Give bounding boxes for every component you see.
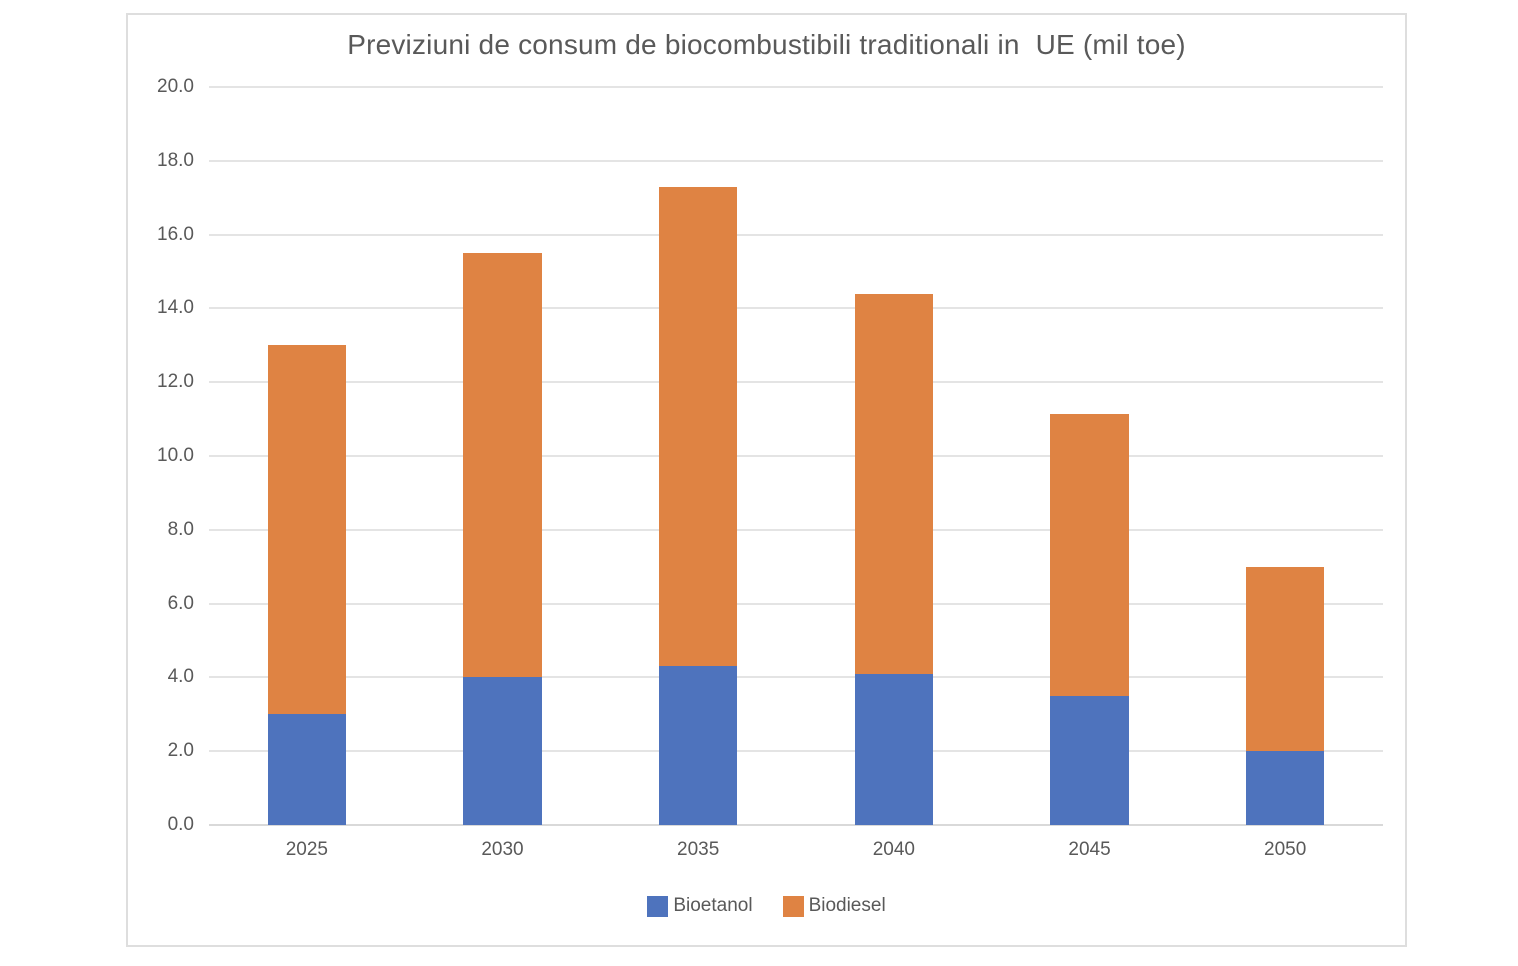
x-tick-label: 2025 [285, 839, 328, 860]
chart-title: Previziuni de consum de biocombustibili … [347, 29, 1186, 60]
plot-area [209, 86, 1383, 826]
bar-group-2045 [992, 87, 1188, 825]
legend: Bioetanol Biodiesel [128, 895, 1405, 917]
y-tick-label: 20.0 [157, 76, 194, 97]
y-tick-label: 6.0 [167, 592, 194, 614]
y-tick-label: 0.0 [167, 814, 194, 835]
gridline [209, 602, 1383, 605]
bar-stack-2040 [854, 293, 933, 825]
x-tick-label: 2050 [1264, 839, 1307, 860]
bar-segment-biodiesel-2050 [1246, 566, 1325, 752]
bar-segment-bioetanol-2030 [463, 677, 542, 825]
gridline [209, 381, 1383, 384]
y-tick-label: 16.0 [157, 223, 194, 245]
x-tick-label: 2030 [481, 839, 524, 860]
legend-swatch-biodiesel [782, 895, 804, 917]
legend-item-bioetanol: Bioetanol [647, 895, 753, 917]
bar-stack-2050 [1246, 566, 1325, 825]
x-axis-line [209, 824, 1383, 826]
gridline [209, 86, 1383, 88]
bar-segment-biodiesel-2030 [463, 253, 542, 678]
bar-segment-biodiesel-2025 [267, 345, 346, 715]
gridline [209, 455, 1383, 457]
legend-swatch-bioetanol [647, 895, 669, 917]
y-axis: 0.0 2.0 4.0 6.0 8.0 10.0 12.0 14.0 16.0 18.0 20.0 [138, 76, 194, 835]
x-tick-label: 2035 [677, 839, 720, 860]
bar-group-2050 [1187, 87, 1383, 825]
bar-segment-bioetanol-2045 [1050, 695, 1129, 825]
gridline [209, 750, 1383, 753]
gridline [209, 528, 1383, 531]
gridline [209, 676, 1383, 679]
legend-label: Bioetanol [673, 895, 753, 916]
bar-stack-2045 [1050, 413, 1129, 825]
bar-segment-biodiesel-2035 [659, 186, 738, 667]
bar-segment-bioetanol-2040 [854, 673, 933, 825]
gridline [209, 233, 1383, 236]
bar-segment-bioetanol-2025 [267, 714, 346, 825]
x-tick-label: 2040 [872, 839, 915, 860]
bar-stack-2035 [659, 186, 738, 825]
bar-group-2025 [209, 87, 405, 825]
bar-segment-bioetanol-2035 [659, 666, 738, 825]
bar-group-2035 [600, 87, 796, 825]
gridline [209, 159, 1383, 162]
gridline [209, 307, 1383, 310]
bar-group-2040 [796, 87, 992, 825]
legend-item-biodiesel: Biodiesel [782, 895, 886, 917]
y-tick-label: 18.0 [157, 149, 194, 171]
bar-stack-2030 [463, 253, 542, 825]
y-tick-label: 10.0 [157, 445, 194, 466]
y-tick-label: 12.0 [157, 371, 194, 393]
bar-segment-bioetanol-2050 [1246, 751, 1325, 825]
y-tick-label: 14.0 [157, 297, 194, 319]
bars-layer [209, 87, 1383, 825]
legend-label: Biodiesel [808, 895, 886, 916]
bar-stack-2025 [267, 345, 346, 825]
bar-group-2030 [405, 87, 601, 825]
bar-segment-biodiesel-2045 [1050, 413, 1129, 696]
chart-container: Previziuni de consum de biocombustibili … [126, 13, 1407, 947]
y-tick-label: 4.0 [167, 666, 194, 688]
x-axis: 2025 2030 2035 2040 2045 2050 [209, 839, 1383, 861]
x-tick-label: 2045 [1068, 839, 1111, 860]
y-tick-label: 8.0 [167, 518, 194, 540]
bar-segment-biodiesel-2040 [854, 293, 933, 674]
y-tick-label: 2.0 [167, 740, 194, 762]
